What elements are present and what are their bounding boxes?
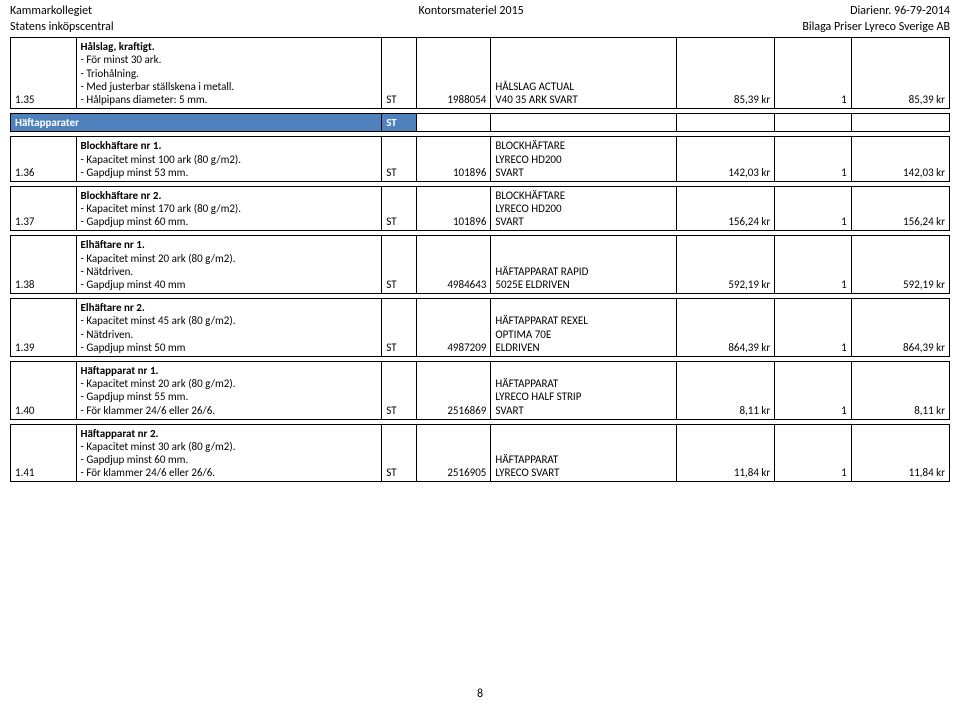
- price-1: 156,24 kr: [677, 186, 775, 231]
- page: Kammarkollegiet Kontorsmateriel 2015 Dia…: [0, 0, 960, 482]
- price-2: 11,84 kr: [851, 424, 949, 482]
- header-center: Kontorsmateriel 2015: [92, 4, 850, 20]
- article-number: 101896: [417, 137, 491, 182]
- price-2: 142,03 kr: [851, 137, 949, 182]
- unit: ST: [382, 137, 417, 182]
- article-number: 1988054: [417, 38, 491, 109]
- item-lines: - För minst 30 ark. - Triohålning. - Med…: [81, 53, 235, 106]
- price-1: 8,11 kr: [677, 361, 775, 419]
- row-id: 1.40: [11, 361, 77, 419]
- quantity: 1: [775, 38, 851, 109]
- unit: ST: [382, 424, 417, 482]
- org-name-2: Statens inköpscentral: [10, 20, 114, 36]
- doc-header: Kammarkollegiet Kontorsmateriel 2015 Dia…: [10, 4, 950, 20]
- product-name: BLOCKHÄFTARE LYRECO HD200 SVART: [491, 137, 677, 182]
- item-title: Blockhäftare nr 1.: [81, 139, 162, 152]
- diary-number: Diarienr. 96-79-2014: [850, 4, 950, 20]
- header-left-2: Statens inköpscentral: [10, 20, 114, 36]
- article-number: 101896: [417, 186, 491, 231]
- item-desc: Häftapparat nr 2.- Kapacitet minst 30 ar…: [76, 424, 382, 482]
- table-row: 1.41Häftapparat nr 2.- Kapacitet minst 3…: [11, 424, 950, 482]
- quantity: 1: [775, 137, 851, 182]
- unit: ST: [382, 38, 417, 109]
- doc-title: Kontorsmateriel 2015: [92, 4, 850, 20]
- row-id: 1.38: [11, 236, 77, 294]
- article-number: 2516905: [417, 424, 491, 482]
- article-number: 4984643: [417, 236, 491, 294]
- product-name: HÄFTAPPARAT LYRECO SVART: [491, 424, 677, 482]
- item-desc: Elhäftare nr 2.- Kapacitet minst 45 ark …: [76, 299, 382, 357]
- item-title: Hålslag, kraftigt.: [81, 40, 155, 53]
- price-2: 864,39 kr: [851, 299, 949, 357]
- article-number: 2516869: [417, 361, 491, 419]
- item-desc: Elhäftare nr 1.- Kapacitet minst 20 ark …: [76, 236, 382, 294]
- item-desc: Häftapparat nr 1.- Kapacitet minst 20 ar…: [76, 361, 382, 419]
- item-lines: - Kapacitet minst 100 ark (80 g/m2). - G…: [81, 153, 242, 179]
- product-name: HÄFTAPPARAT LYRECO HALF STRIP SVART: [491, 361, 677, 419]
- item-desc: Blockhäftare nr 2.- Kapacitet minst 170 …: [76, 186, 382, 231]
- row-id: 1.37: [11, 186, 77, 231]
- doc-subheader: Statens inköpscentral Bilaga Priser Lyre…: [10, 20, 950, 36]
- quantity: 1: [775, 299, 851, 357]
- price-2: 592,19 kr: [851, 236, 949, 294]
- price-2: 8,11 kr: [851, 361, 949, 419]
- product-name: BLOCKHÄFTARE LYRECO HD200 SVART: [491, 186, 677, 231]
- item-lines: - Kapacitet minst 170 ark (80 g/m2). - G…: [81, 202, 242, 228]
- section-label: Häftapparater: [11, 114, 382, 132]
- quantity: 1: [775, 236, 851, 294]
- org-name-1: Kammarkollegiet: [10, 4, 92, 20]
- table-row: 1.36Blockhäftare nr 1.- Kapacitet minst …: [11, 137, 950, 182]
- row-id: 1.35: [11, 38, 77, 109]
- quantity: 1: [775, 361, 851, 419]
- item-title: Häftapparat nr 1.: [81, 364, 159, 377]
- attachment-label: Bilaga Priser Lyreco Sverige AB: [802, 20, 950, 36]
- header-right: Diarienr. 96-79-2014: [850, 4, 950, 20]
- section-header: HäftapparaterST: [11, 114, 950, 132]
- item-title: Blockhäftare nr 2.: [81, 189, 162, 202]
- row-id: 1.36: [11, 137, 77, 182]
- quantity: 1: [775, 424, 851, 482]
- item-title: Elhäftare nr 1.: [81, 238, 145, 251]
- price-table: 1.35Hålslag, kraftigt.- För minst 30 ark…: [10, 37, 950, 482]
- price-1: 864,39 kr: [677, 299, 775, 357]
- header-left: Kammarkollegiet: [10, 4, 92, 20]
- price-1: 142,03 kr: [677, 137, 775, 182]
- row-id: 1.41: [11, 424, 77, 482]
- price-1: 11,84 kr: [677, 424, 775, 482]
- table-row: 1.40Häftapparat nr 1.- Kapacitet minst 2…: [11, 361, 950, 419]
- item-lines: - Kapacitet minst 20 ark (80 g/m2). - Nä…: [81, 252, 236, 291]
- price-1: 592,19 kr: [677, 236, 775, 294]
- price-1: 85,39 kr: [677, 38, 775, 109]
- quantity: 1: [775, 186, 851, 231]
- product-name: HÄFTAPPARAT REXEL OPTIMA 70E ELDRIVEN: [491, 299, 677, 357]
- header-right-2: Bilaga Priser Lyreco Sverige AB: [802, 20, 950, 36]
- table-row: 1.37Blockhäftare nr 2.- Kapacitet minst …: [11, 186, 950, 231]
- unit: ST: [382, 361, 417, 419]
- item-lines: - Kapacitet minst 20 ark (80 g/m2). - Ga…: [81, 377, 236, 416]
- table-row: 1.39Elhäftare nr 2.- Kapacitet minst 45 …: [11, 299, 950, 357]
- price-2: 85,39 kr: [851, 38, 949, 109]
- item-desc: Blockhäftare nr 1.- Kapacitet minst 100 …: [76, 137, 382, 182]
- table-row: 1.35Hålslag, kraftigt.- För minst 30 ark…: [11, 38, 950, 109]
- section-unit: ST: [382, 114, 417, 132]
- item-lines: - Kapacitet minst 30 ark (80 g/m2). - Ga…: [81, 440, 236, 479]
- row-id: 1.39: [11, 299, 77, 357]
- page-number: 8: [0, 687, 960, 701]
- item-title: Elhäftare nr 2.: [81, 301, 145, 314]
- item-desc: Hålslag, kraftigt.- För minst 30 ark. - …: [76, 38, 382, 109]
- product-name: HÄFTAPPARAT RAPID 5025E ELDRIVEN: [491, 236, 677, 294]
- product-name: HÅLSLAG ACTUAL V40 35 ARK SVART: [491, 38, 677, 109]
- price-2: 156,24 kr: [851, 186, 949, 231]
- unit: ST: [382, 186, 417, 231]
- article-number: 4987209: [417, 299, 491, 357]
- unit: ST: [382, 236, 417, 294]
- item-title: Häftapparat nr 2.: [81, 427, 159, 440]
- unit: ST: [382, 299, 417, 357]
- table-row: 1.38Elhäftare nr 1.- Kapacitet minst 20 …: [11, 236, 950, 294]
- item-lines: - Kapacitet minst 45 ark (80 g/m2). - Nä…: [81, 314, 236, 353]
